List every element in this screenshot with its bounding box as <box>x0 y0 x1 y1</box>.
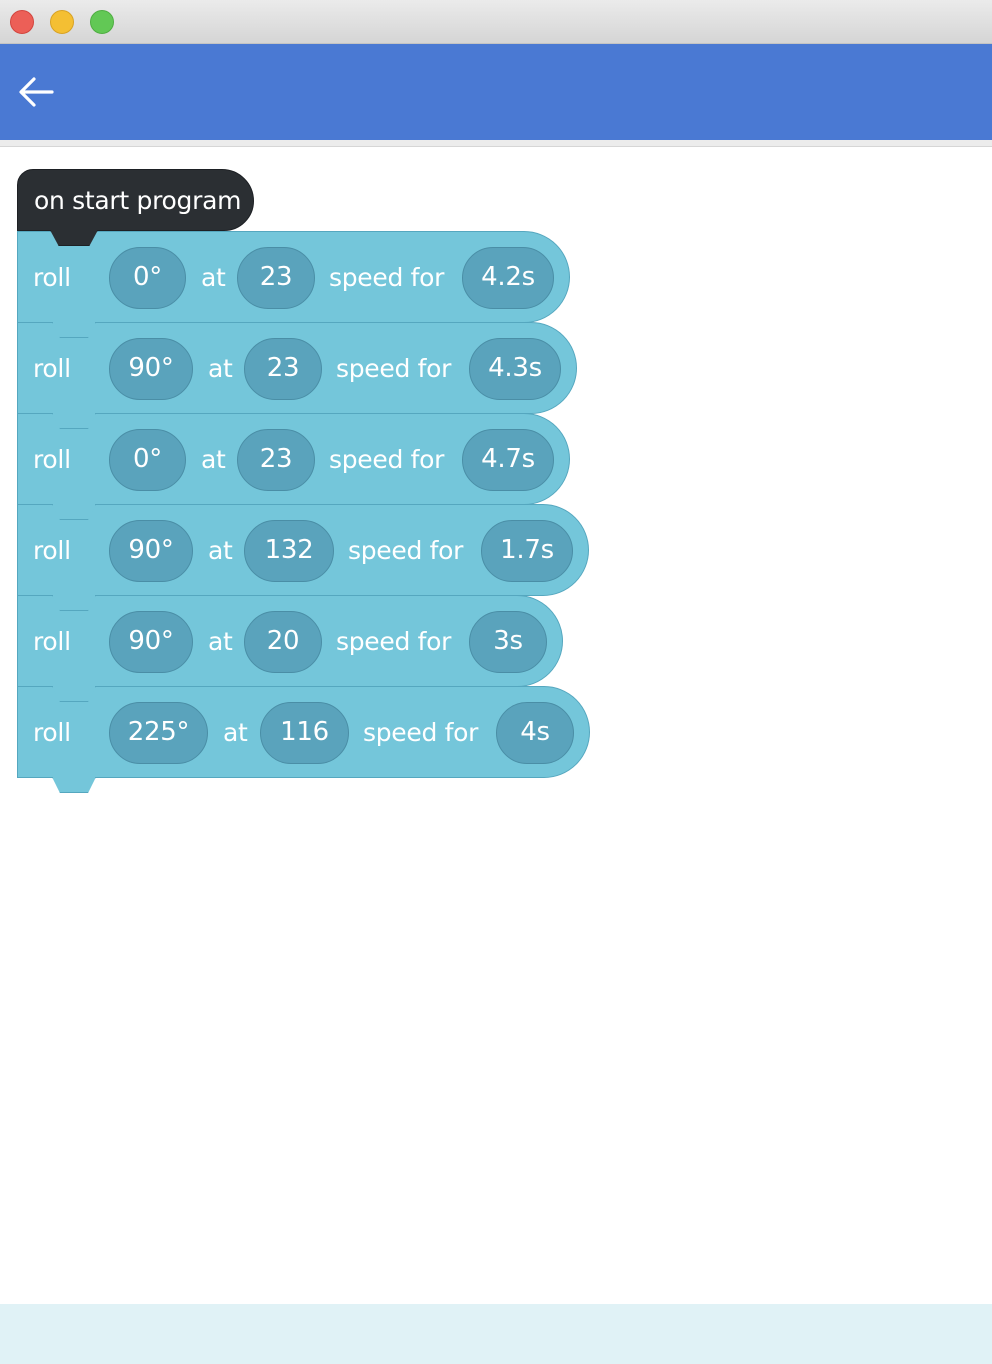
block-connector <box>52 777 96 793</box>
roll-label: roll <box>33 445 71 474</box>
duration-input[interactable]: 4.7s <box>462 429 554 491</box>
at-label: at <box>208 627 233 656</box>
roll-block[interactable]: roll 0° at 23 speed for 4.7s <box>17 413 570 520</box>
heading-input[interactable]: 90° <box>109 611 193 673</box>
bottom-bar <box>0 1304 992 1364</box>
roll-block[interactable]: roll 0° at 23 speed for 4.2s <box>17 230 570 338</box>
roll-label: roll <box>33 536 71 565</box>
roll-block[interactable]: roll 225° at 116 speed for 4s <box>17 686 590 793</box>
at-label: at <box>208 354 233 383</box>
speed-input[interactable]: 23 <box>244 338 322 400</box>
duration-input[interactable]: 1.7s <box>481 520 573 582</box>
speed-input[interactable]: 116 <box>260 702 349 764</box>
start-program-block[interactable]: on start program <box>17 169 254 231</box>
duration-input[interactable]: 4s <box>496 702 574 764</box>
roll-label: roll <box>33 354 71 383</box>
heading-input[interactable]: 90° <box>109 520 193 582</box>
at-label: at <box>208 536 233 565</box>
roll-block[interactable]: roll 90° at 23 speed for 4.3s <box>17 322 577 429</box>
duration-input[interactable]: 4.2s <box>462 247 554 309</box>
speed-for-label: speed for <box>336 354 452 383</box>
start-program-label: on start program <box>34 186 242 215</box>
roll-label: roll <box>33 627 71 656</box>
app-bar-divider <box>0 140 992 147</box>
speed-input[interactable]: 132 <box>244 520 334 582</box>
title-bar <box>0 0 992 44</box>
speed-for-label: speed for <box>329 263 445 292</box>
back-button[interactable] <box>10 66 62 118</box>
close-icon[interactable] <box>10 10 34 34</box>
heading-input[interactable]: 90° <box>109 338 193 400</box>
maximize-icon[interactable] <box>90 10 114 34</box>
roll-label: roll <box>33 263 71 292</box>
speed-for-label: speed for <box>329 445 445 474</box>
roll-label: roll <box>33 718 71 747</box>
app-bar <box>0 44 992 140</box>
speed-input[interactable]: 20 <box>244 611 322 673</box>
program-canvas[interactable]: on start program roll 0° at 23 speed for… <box>0 147 992 1304</box>
heading-input[interactable]: 225° <box>109 702 208 764</box>
speed-for-label: speed for <box>336 627 452 656</box>
minimize-icon[interactable] <box>50 10 74 34</box>
at-label: at <box>223 718 248 747</box>
heading-input[interactable]: 0° <box>109 247 186 309</box>
speed-for-label: speed for <box>348 536 464 565</box>
duration-input[interactable]: 3s <box>469 611 547 673</box>
arrow-left-icon <box>19 77 54 107</box>
speed-for-label: speed for <box>363 718 479 747</box>
heading-input[interactable]: 0° <box>109 429 186 491</box>
roll-block[interactable]: roll 90° at 20 speed for 3s <box>17 595 563 702</box>
at-label: at <box>201 445 226 474</box>
roll-block[interactable]: roll 90° at 132 speed for 1.7s <box>17 504 589 611</box>
speed-input[interactable]: 23 <box>237 429 315 491</box>
at-label: at <box>201 263 226 292</box>
duration-input[interactable]: 4.3s <box>469 338 561 400</box>
speed-input[interactable]: 23 <box>237 247 315 309</box>
